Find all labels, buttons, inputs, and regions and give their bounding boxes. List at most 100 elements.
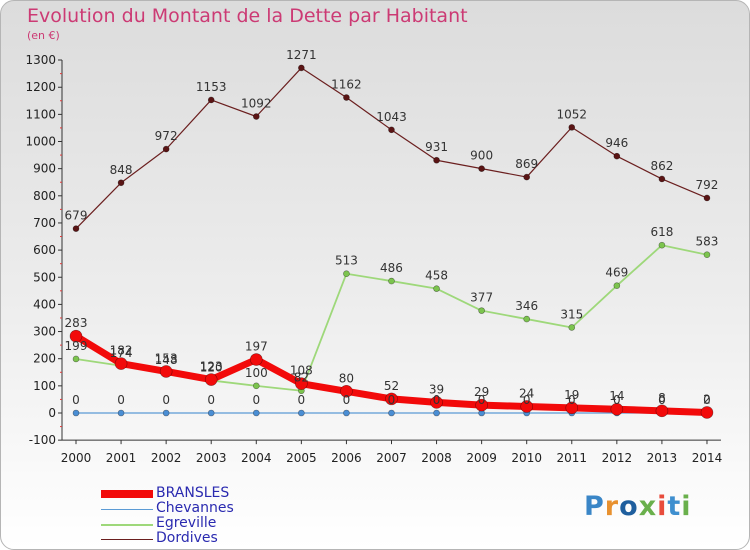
- data-label-egreville: 486: [380, 261, 403, 275]
- data-point-egreville: [523, 315, 531, 323]
- legend-item-bransles: BRANSLES: [101, 485, 321, 502]
- chart-title: Evolution du Montant de la Dette par Hab…: [27, 5, 468, 27]
- data-label-bransles: 197: [245, 340, 268, 354]
- data-label-egreville: 618: [650, 225, 673, 239]
- data-point-chevannes: [162, 409, 170, 417]
- data-point-bransles: [475, 398, 488, 412]
- y-tick-label: 500: [33, 270, 56, 284]
- x-tick-label: 2005: [286, 451, 317, 465]
- y-tick-label: 1000: [25, 135, 56, 149]
- data-label-dordives: 792: [696, 178, 719, 192]
- data-point-dordives: [613, 152, 621, 160]
- data-label-bransles: 39: [429, 382, 444, 396]
- legend-swatch: [101, 509, 153, 510]
- data-label-chevannes: 0: [298, 393, 306, 407]
- legend-swatch: [101, 490, 153, 498]
- y-tick-label: -100: [29, 433, 56, 447]
- y-tick-label: 900: [33, 162, 56, 176]
- legend-item-chevannes: Chevannes: [101, 500, 321, 517]
- data-label-chevannes: 0: [72, 393, 80, 407]
- legend-label: Chevannes: [156, 500, 234, 516]
- data-label-dordives: 1153: [196, 80, 227, 94]
- x-tick-label: 2002: [151, 451, 182, 465]
- legend-label: Dordives: [156, 530, 218, 546]
- x-tick-label: 2009: [466, 451, 497, 465]
- data-point-chevannes: [117, 409, 125, 417]
- data-point-bransles: [340, 384, 353, 398]
- data-point-dordives: [72, 225, 80, 232]
- y-tick-label: 100: [33, 379, 56, 393]
- y-tick-label: 600: [33, 243, 56, 257]
- x-tick-label: 2006: [331, 451, 362, 465]
- data-label-dordives: 1052: [556, 107, 587, 121]
- data-point-dordives: [433, 156, 440, 164]
- y-tick-label: 800: [33, 189, 56, 203]
- y-tick-label: 200: [33, 352, 56, 366]
- data-point-bransles: [430, 396, 443, 409]
- legend-label: Egreville: [156, 515, 217, 531]
- data-point-bransles: [69, 329, 83, 343]
- data-point-bransles: [520, 400, 534, 413]
- data-point-egreville: [613, 282, 621, 289]
- data-point-dordives: [298, 64, 305, 72]
- data-label-bransles: 123: [200, 360, 223, 374]
- data-label-dordives: 972: [155, 129, 178, 143]
- data-label-chevannes: 0: [568, 393, 576, 407]
- data-label-dordives: 946: [605, 136, 628, 150]
- data-label-egreville: 120: [200, 360, 223, 374]
- data-point-dordives: [162, 145, 170, 153]
- data-label-bransles: 52: [384, 379, 399, 393]
- data-point-dordives: [388, 126, 395, 134]
- data-point-bransles: [385, 392, 398, 406]
- data-point-dordives: [117, 179, 125, 187]
- data-label-bransles: 14: [609, 389, 624, 403]
- data-point-chevannes: [388, 409, 395, 417]
- data-label-chevannes: 0: [207, 393, 215, 407]
- data-label-bransles: 8: [658, 391, 666, 405]
- data-label-egreville: 148: [155, 353, 178, 367]
- data-label-chevannes: 0: [613, 393, 621, 407]
- data-point-dordives: [252, 113, 260, 120]
- data-label-chevannes: 0: [343, 393, 351, 407]
- data-point-bransles: [700, 406, 714, 419]
- legend-swatch: [101, 524, 153, 526]
- data-point-bransles: [249, 353, 263, 366]
- data-point-dordives: [658, 175, 666, 183]
- data-label-bransles: 153: [155, 351, 178, 365]
- x-tick-label: 2012: [602, 451, 633, 465]
- data-label-dordives: 1043: [376, 110, 407, 124]
- data-point-chevannes: [252, 409, 260, 417]
- data-point-bransles: [295, 377, 308, 390]
- data-point-egreville: [658, 241, 666, 249]
- data-label-chevannes: 0: [117, 393, 125, 407]
- data-point-bransles: [204, 373, 218, 386]
- data-label-chevannes: 0: [703, 393, 711, 407]
- data-label-egreville: 377: [470, 291, 493, 305]
- data-label-dordives: 1271: [286, 48, 317, 62]
- data-point-egreville: [343, 270, 350, 278]
- data-point-dordives: [523, 173, 531, 181]
- data-label-bransles: 182: [110, 344, 133, 358]
- data-label-dordives: 931: [425, 140, 448, 154]
- x-tick-label: 2000: [61, 451, 92, 465]
- data-point-egreville: [703, 251, 711, 259]
- data-point-bransles: [610, 402, 624, 416]
- y-tick-label: 1200: [25, 80, 56, 94]
- data-point-chevannes: [343, 409, 350, 417]
- data-label-dordives: 900: [470, 149, 493, 163]
- data-point-bransles: [655, 404, 669, 418]
- data-label-chevannes: 0: [478, 393, 486, 407]
- data-point-egreville: [568, 324, 576, 331]
- data-label-chevannes: 0: [433, 393, 441, 407]
- chart-unit-label: (en €): [27, 29, 60, 42]
- legend-label: BRANSLES: [156, 485, 230, 501]
- data-point-egreville: [388, 277, 395, 285]
- data-label-egreville: 199: [65, 339, 88, 353]
- x-tick-label: 2007: [376, 451, 407, 465]
- data-label-bransles: 108: [290, 364, 313, 378]
- data-label-bransles: 283: [65, 316, 88, 330]
- legend-item-dordives: Dordives: [101, 530, 321, 547]
- y-tick-label: 400: [33, 297, 56, 311]
